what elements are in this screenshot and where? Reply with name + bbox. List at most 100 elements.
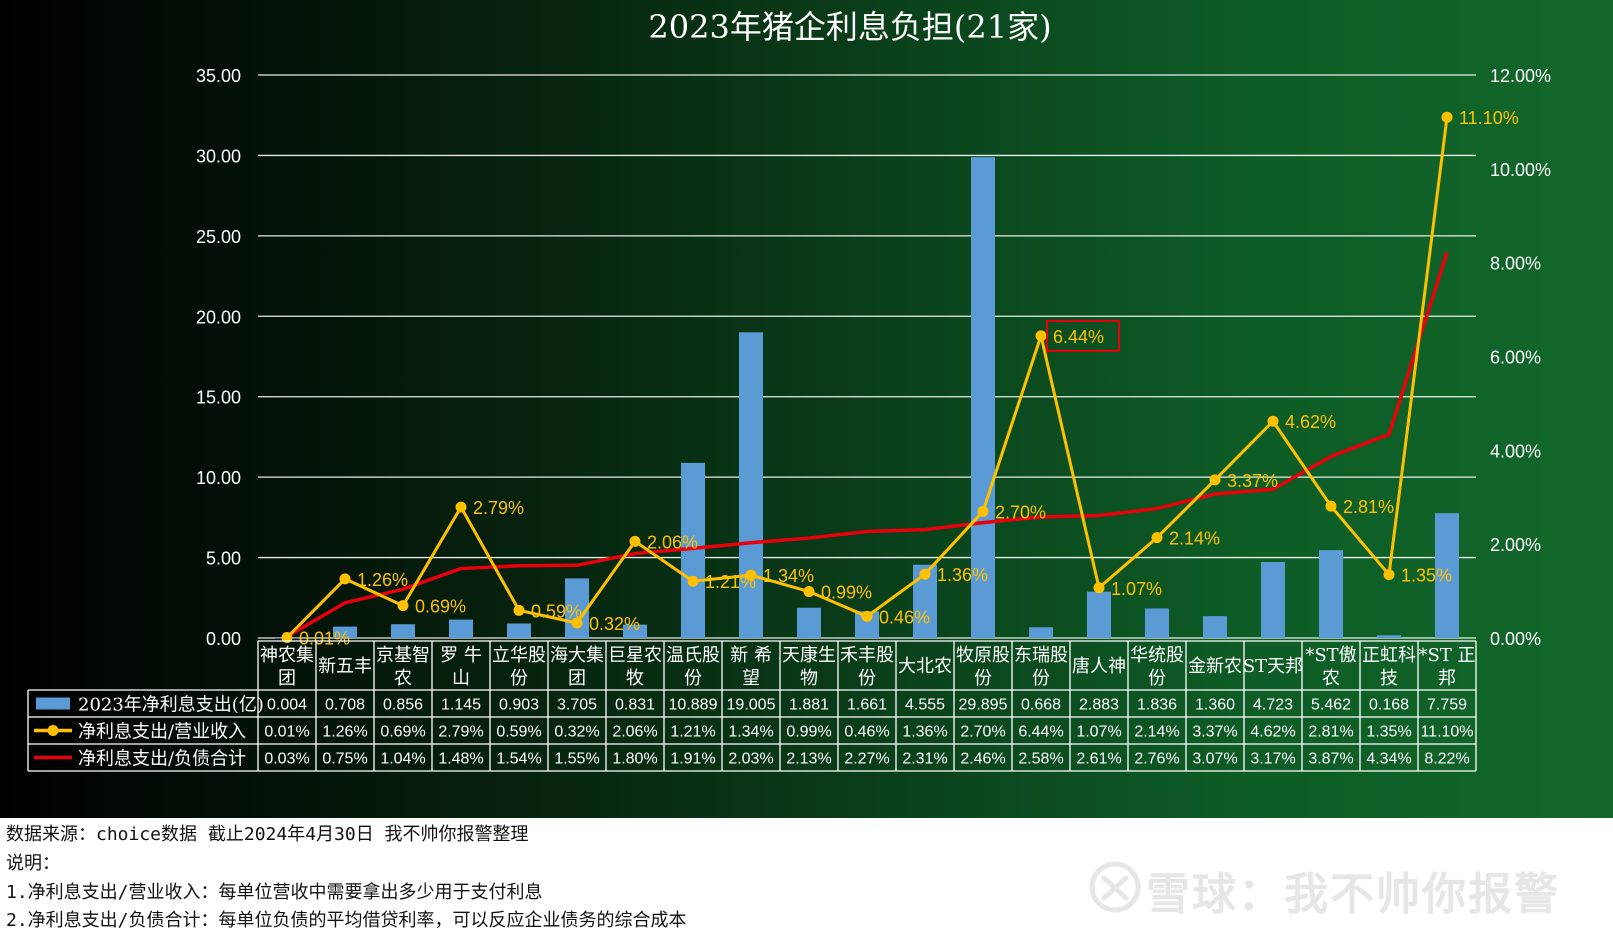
right-axis-ticks: 0.00% 2.00% 4.00% 6.00% 8.00% 10.00% 12.00% (1490, 66, 1551, 649)
table-cell-value: 1.35% (1366, 724, 1411, 741)
left-tick-label: 35.00 (196, 66, 241, 86)
table-cell-value: 5.462 (1311, 697, 1351, 714)
note-revenue-ratio: 1.净利息支出/营业收入：每单位营收中需要拿出多少用于支付利息 (6, 882, 543, 903)
revenue-ratio-point (977, 505, 989, 517)
category-label: 天康生 (782, 645, 836, 666)
revenue-ratio-data-label: 6.44% (1053, 327, 1104, 347)
revenue-ratio-data-label: 1.35% (1401, 566, 1452, 586)
left-tick-label: 0.00 (206, 629, 241, 649)
category-label: 份 (858, 668, 876, 689)
table-cell-value: 1.04% (380, 751, 425, 768)
bar (1145, 608, 1169, 638)
revenue-ratio-data-label: 2.06% (647, 532, 698, 552)
category-label: 份 (1148, 668, 1166, 689)
debt-ratio-line-series (286, 251, 1449, 639)
chart-title: 2023年猪企利息负担(21家) (648, 8, 1051, 46)
right-tick-label: 10.00% (1490, 160, 1551, 180)
table-cell-value: 10.889 (669, 697, 718, 714)
revenue-ratio-data-label: 0.32% (589, 614, 640, 634)
category-label: 新 希 (730, 645, 772, 666)
category-label: 牧 (626, 668, 644, 689)
table-cell-value: 2.03% (728, 751, 773, 768)
chart-panel (0, 0, 1613, 818)
revenue-ratio-point (571, 617, 583, 629)
table-cell-value: 1.55% (554, 751, 599, 768)
revenue-ratio-data-label: 0.46% (879, 607, 930, 627)
category-label: 份 (974, 668, 992, 689)
category-label: 技 (1380, 668, 1398, 689)
table-cell-value: 1.80% (612, 751, 657, 768)
category-label: 立华股 (492, 645, 546, 666)
right-tick-label: 6.00% (1490, 348, 1541, 368)
category-label: 团 (568, 668, 586, 689)
table-cell-value: 1.360 (1195, 697, 1235, 714)
table-cell-value: 1.661 (847, 697, 887, 714)
right-tick-label: 0.00% (1490, 629, 1541, 649)
category-label: 邦 (1438, 668, 1456, 689)
legend-key-marker (47, 725, 59, 736)
category-label: 神农集 (260, 645, 314, 666)
table-cell-value: 0.46% (844, 724, 889, 741)
revenue-ratio-point (1267, 415, 1279, 427)
table-cell-value: 2.13% (786, 751, 831, 768)
category-label: 大北农 (898, 656, 952, 677)
table-cell-value: 6.44% (1018, 724, 1063, 741)
left-tick-label: 15.00 (196, 388, 241, 408)
table-cell-value: 2.46% (960, 751, 1005, 768)
table-cell-value: 1.54% (496, 751, 541, 768)
category-label: *ST傲 (1305, 645, 1356, 666)
category-label: 物 (800, 668, 818, 689)
category-label: 禾丰股 (840, 645, 894, 666)
left-axis-ticks: 0.00 5.00 10.00 15.00 20.00 25.00 30.00 35.00 (196, 66, 241, 649)
revenue-ratio-line-series (281, 111, 1453, 644)
bar (333, 626, 357, 638)
table-cell-value: 4.555 (905, 697, 945, 714)
table-cell-value: 1.836 (1137, 697, 1177, 714)
table-cell-value: 3.07% (1192, 751, 1237, 768)
bar (507, 623, 531, 638)
category-label: *ST 正 (1418, 645, 1475, 666)
bar (1435, 513, 1459, 638)
table-cell-value: 8.22% (1424, 751, 1469, 768)
bar (1087, 591, 1111, 638)
table-cell-value: 1.07% (1076, 724, 1121, 741)
table-cell-value: 1.48% (438, 751, 483, 768)
revenue-ratio-data-label: 0.01% (299, 629, 350, 649)
table-cell-value: 3.17% (1250, 751, 1295, 768)
table-cell-value: 1.26% (322, 724, 367, 741)
revenue-ratio-point (919, 568, 931, 580)
revenue-ratio-point (1441, 111, 1453, 123)
table-cell-value: 2.31% (902, 751, 947, 768)
revenue-ratio-point (861, 610, 873, 622)
revenue-ratio-point (1209, 474, 1221, 486)
bar (971, 157, 995, 639)
revenue-ratio-point (1325, 500, 1337, 512)
right-tick-label: 4.00% (1490, 441, 1541, 461)
table-cell-value: 1.21% (670, 724, 715, 741)
revenue-ratio-point (281, 632, 293, 644)
table-cell-value: 2.14% (1134, 724, 1179, 741)
bar (391, 624, 415, 638)
table-cell-value: 0.831 (615, 697, 655, 714)
revenue-ratio-data-labels: 0.01% 1.26% 0.69% 2.79% 0.59% 0.32% 2.06% 1.21%… (299, 108, 1519, 648)
revenue-ratio-data-label: 3.37% (1227, 471, 1278, 491)
table-cell-value: 19.005 (727, 697, 776, 714)
table-cell-value: 2.81% (1308, 724, 1353, 741)
table-cell-value: 0.01% (264, 724, 309, 741)
revenue-ratio-point (803, 586, 815, 598)
revenue-ratio-point (629, 535, 641, 547)
bar (1377, 635, 1401, 638)
left-tick-label: 25.00 (196, 227, 241, 247)
table-cell-value: 0.903 (499, 697, 539, 714)
bar (1029, 627, 1053, 638)
bar (623, 624, 647, 638)
highlight-box (1046, 319, 1120, 352)
note-title: 说明： (6, 853, 60, 874)
category-label: 巨星农 (608, 645, 662, 666)
category-label: 罗 牛 (440, 645, 482, 666)
table-cell-value: 4.62% (1250, 724, 1295, 741)
table-cell-value: 0.004 (267, 697, 307, 714)
revenue-ratio-data-label: 1.34% (763, 566, 814, 586)
category-label: 华统股 (1130, 645, 1184, 666)
